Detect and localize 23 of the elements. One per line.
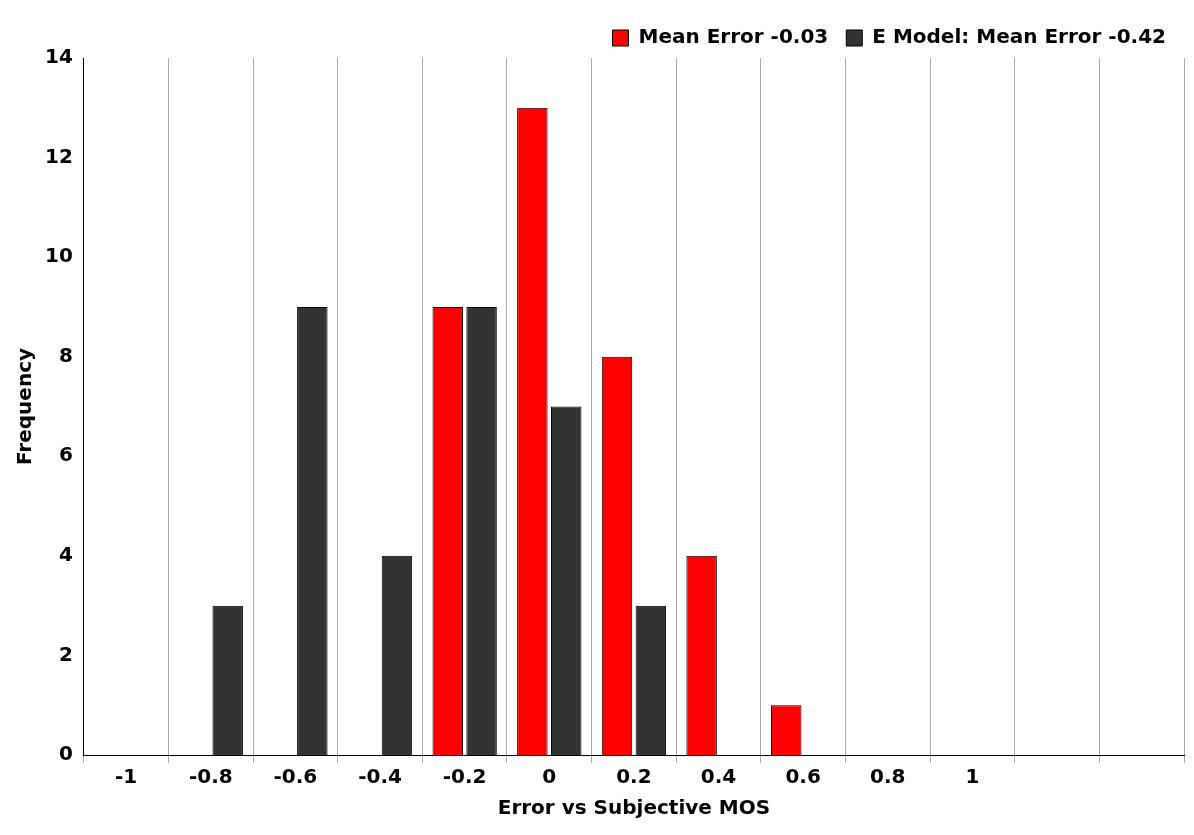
y-tick-label: 0 xyxy=(58,741,73,766)
x-axis-title: Error vs Subjective MOS xyxy=(497,795,771,820)
x-tick-label: 0.2 xyxy=(616,764,652,789)
x-tick-label: 0 xyxy=(542,764,557,789)
y-tick-label: 8 xyxy=(58,342,73,367)
x-tick-label: -0.6 xyxy=(273,764,318,789)
x-tick-label: -0.2 xyxy=(442,764,487,789)
y-tick-label: 12 xyxy=(44,143,73,168)
y-tick-label: 10 xyxy=(44,243,73,268)
x-tick-label: 1 xyxy=(965,764,980,789)
y-tick-label: 6 xyxy=(58,442,73,467)
x-tick-label: 0.6 xyxy=(785,764,821,789)
y-tick-label: 4 xyxy=(58,542,73,567)
x-tick-label: 0.4 xyxy=(700,764,737,789)
legend-label: E Model: Mean Error -0.42 xyxy=(872,24,1166,49)
x-tick-label: -0.8 xyxy=(188,764,233,789)
legend-label: Mean Error -0.03 xyxy=(638,24,829,49)
y-tick-label: 14 xyxy=(44,44,73,69)
y-tick-label: 2 xyxy=(58,641,73,666)
y-axis-title: Frequency xyxy=(12,347,37,466)
x-tick-label: -1 xyxy=(115,764,138,789)
x-tick-label: -0.4 xyxy=(358,764,402,789)
x-tick-label: 0.8 xyxy=(870,764,906,789)
